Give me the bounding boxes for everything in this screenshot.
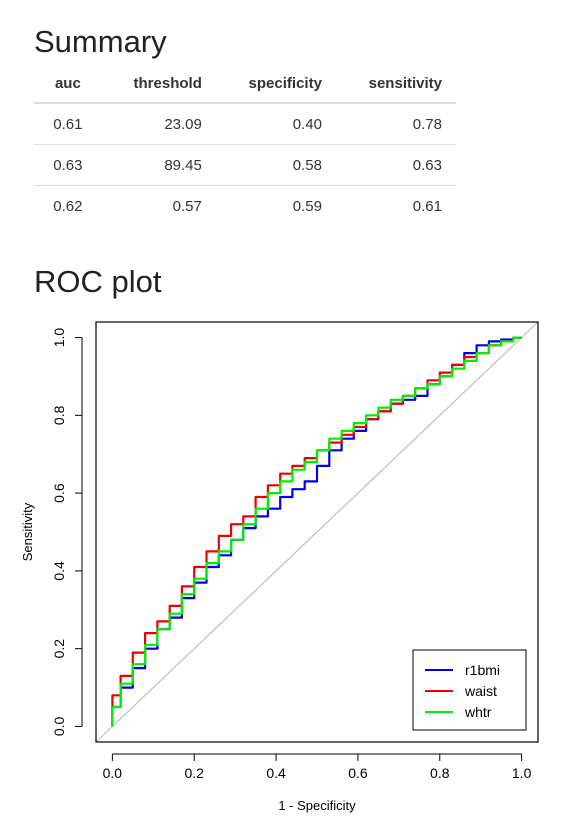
table-row: 0.62 0.57 0.59 0.61 — [34, 186, 456, 227]
table-cell: 0.61 — [336, 186, 456, 227]
table-cell: 89.45 — [102, 145, 216, 186]
legend-label-waist: waist — [464, 683, 497, 699]
table-cell: 0.61 — [34, 103, 102, 145]
table-cell: 23.09 — [102, 103, 216, 145]
column-header-specificity: specificity — [216, 64, 336, 103]
y-tick-label: 0.6 — [51, 483, 67, 503]
summary-title: Summary — [34, 24, 167, 60]
table-row: 0.63 89.45 0.58 0.63 — [34, 145, 456, 186]
table-cell: 0.62 — [34, 186, 102, 227]
table-cell: 0.40 — [216, 103, 336, 145]
y-tick-label: 0.4 — [51, 561, 67, 581]
x-tick-label: 0.6 — [348, 765, 368, 781]
y-tick-label: 1.0 — [51, 328, 67, 348]
table-cell: 0.63 — [336, 145, 456, 186]
x-axis-label: 1 - Specificity — [278, 798, 356, 813]
table-cell: 0.63 — [34, 145, 102, 186]
plot-layer: 0.0 0.2 0.4 0.6 0.8 1.0 1 - Specificity 0.0 0.2 0… — [20, 322, 538, 813]
x-tick-label: 0.8 — [430, 765, 450, 781]
table-cell: 0.58 — [216, 145, 336, 186]
column-header-sensitivity: sensitivity — [336, 64, 456, 103]
summary-table: auc threshold specificity sensitivity 0.… — [34, 64, 456, 226]
summary-table-header-row: auc threshold specificity sensitivity — [34, 64, 456, 103]
y-tick-label: 0.0 — [51, 717, 67, 737]
column-header-threshold: threshold — [102, 64, 216, 103]
roc-plot-title: ROC plot — [34, 264, 161, 300]
summary-table-body: 0.61 23.09 0.40 0.78 0.63 89.45 0.58 0.6… — [34, 103, 456, 226]
legend-label-r1bmi: r1bmi — [465, 662, 500, 678]
x-tick-label: 0.0 — [103, 765, 123, 781]
roc-chart: 0.0 0.2 0.4 0.6 0.8 1.0 1 - Specificity 0.0 0.2 0… — [0, 310, 571, 822]
table-cell: 0.78 — [336, 103, 456, 145]
table-row: 0.61 23.09 0.40 0.78 — [34, 103, 456, 145]
x-tick-label: 0.2 — [184, 765, 204, 781]
y-axis-label: Sensitivity — [20, 502, 35, 561]
summary-table-header: auc threshold specificity sensitivity — [34, 64, 456, 103]
y-tick-label: 0.8 — [51, 405, 67, 425]
column-header-auc: auc — [34, 64, 102, 103]
y-tick-label: 0.2 — [51, 639, 67, 659]
x-tick-label: 0.4 — [266, 765, 286, 781]
table-cell: 0.59 — [216, 186, 336, 227]
legend-label-whtr: whtr — [464, 704, 492, 720]
x-tick-label: 1.0 — [512, 765, 532, 781]
table-cell: 0.57 — [102, 186, 216, 227]
